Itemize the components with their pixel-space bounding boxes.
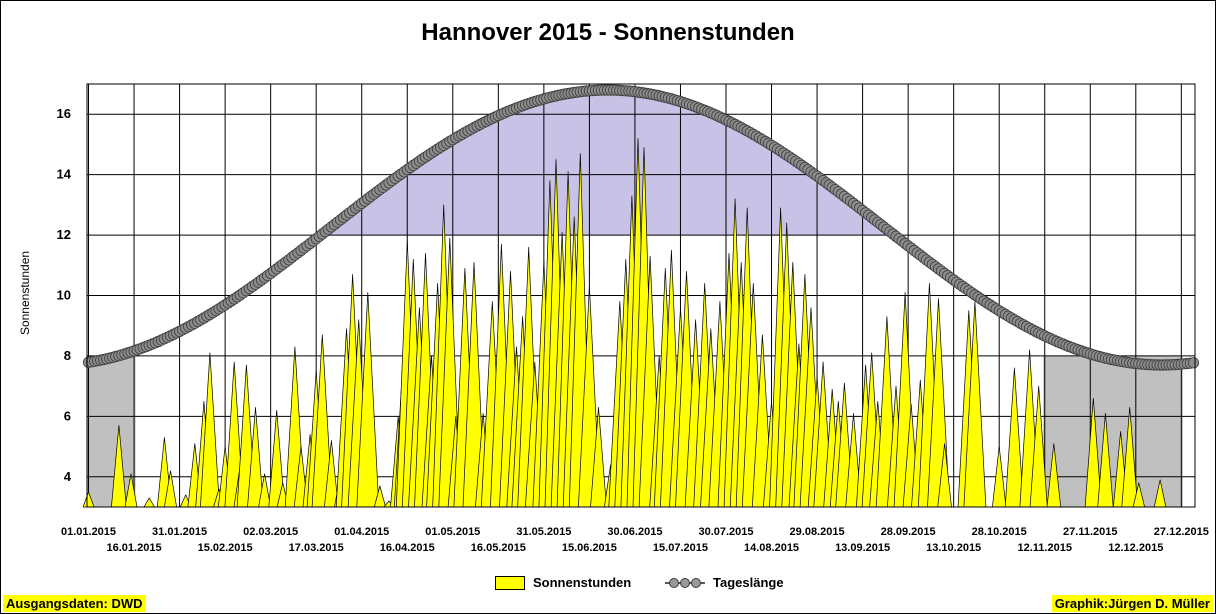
x-tick-label-14: 30.07.2015 bbox=[698, 526, 753, 538]
y-tick-label-6: 6 bbox=[64, 408, 71, 423]
sunshine-peak-3 bbox=[143, 497, 155, 508]
legend-item-sunshine: Sonnenstunden bbox=[495, 575, 631, 590]
y-tick-label-16: 16 bbox=[57, 106, 71, 121]
x-tick-label-23: 12.12.2015 bbox=[1108, 542, 1163, 554]
winter-shade-1 bbox=[1043, 355, 1183, 507]
x-tick-label-13: 15.07.2015 bbox=[653, 542, 708, 554]
plot-border-layer bbox=[86, 83, 1196, 508]
x-tick-label-19: 13.10.2015 bbox=[926, 542, 981, 554]
chart-title: Hannover 2015 - Sonnenstunden bbox=[421, 19, 795, 46]
y-tick-labels: 4 6 8 10 12 14 16 bbox=[57, 106, 72, 484]
graphic-credit-note: Graphik:Jürgen D. Müller bbox=[1051, 595, 1213, 612]
y-tick-label-10: 10 bbox=[57, 288, 71, 303]
x-tick-label-20: 28.10.2015 bbox=[972, 526, 1027, 538]
x-tick-label-5: 17.03.2015 bbox=[289, 542, 344, 554]
x-tick-label-1: 16.01.2015 bbox=[107, 542, 162, 554]
y-tick-label-14: 14 bbox=[57, 167, 72, 182]
legend-swatch-sunshine bbox=[495, 575, 525, 590]
x-tick-label-9: 16.05.2015 bbox=[471, 542, 526, 554]
x-tick-label-12: 30.06.2015 bbox=[607, 526, 662, 538]
band-layer bbox=[322, 90, 894, 236]
x-tick-label-4: 02.03.2015 bbox=[243, 526, 298, 538]
legend-label-sunshine: Sonnenstunden bbox=[533, 575, 632, 590]
x-tick-label-2: 31.01.2015 bbox=[152, 526, 207, 538]
x-tick-label-22: 27.11.2015 bbox=[1063, 526, 1117, 538]
x-tick-labels: 01.01.2015 16.01.2015 31.01.2015 15.02.2015… bbox=[61, 526, 1209, 554]
x-tick-label-6: 01.04.2015 bbox=[334, 526, 389, 538]
y-tick-label-12: 12 bbox=[57, 227, 71, 242]
x-tick-label-0: 01.01.2015 bbox=[61, 526, 116, 538]
x-tick-label-10: 31.05.2015 bbox=[516, 526, 571, 538]
day-length-marker-364 bbox=[1187, 357, 1200, 369]
x-tick-label-15: 14.08.2015 bbox=[744, 542, 799, 554]
plot-border bbox=[86, 83, 1196, 508]
day-length-band bbox=[322, 90, 894, 236]
x-tick-label-18: 28.09.2015 bbox=[881, 526, 936, 538]
x-tick-label-24: 27.12.2015 bbox=[1154, 526, 1209, 538]
x-tick-label-11: 15.06.2015 bbox=[562, 542, 617, 554]
day-length-layer bbox=[82, 84, 1200, 371]
x-tick-label-7: 16.04.2015 bbox=[380, 542, 435, 554]
legend-swatch-day-length bbox=[665, 576, 705, 590]
x-tick-label-17: 13.09.2015 bbox=[835, 542, 890, 554]
y-tick-label-4: 4 bbox=[64, 469, 72, 484]
x-tick-label-8: 01.05.2015 bbox=[425, 526, 480, 538]
legend-label-day-length: Tageslänge bbox=[713, 575, 784, 590]
x-tick-label-16: 29.08.2015 bbox=[790, 526, 845, 538]
x-tick-label-21: 12.11.2015 bbox=[1018, 542, 1072, 554]
data-source-note: Ausgangsdaten: DWD bbox=[3, 595, 146, 612]
x-tick-label-3: 15.02.2015 bbox=[198, 542, 253, 554]
y-tick-label-8: 8 bbox=[64, 348, 71, 363]
legend-item-day-length: Tageslänge bbox=[665, 575, 784, 590]
sunshine-peak-111 bbox=[1004, 367, 1024, 508]
winter-shade-0 bbox=[87, 355, 136, 507]
